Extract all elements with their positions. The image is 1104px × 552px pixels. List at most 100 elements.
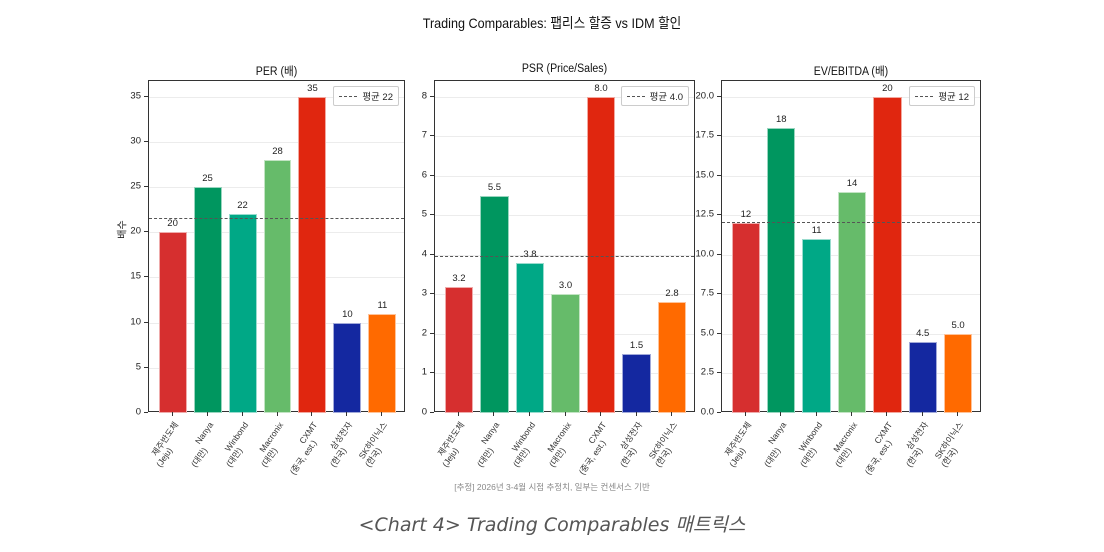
ytick-label: 17.5 xyxy=(695,129,715,141)
ytick-label: 4 xyxy=(421,248,427,260)
xtick-mark xyxy=(276,412,278,416)
xtick-mark xyxy=(493,412,495,416)
bar-5[interactable] xyxy=(586,96,616,413)
legend: 평균 4.0 xyxy=(620,86,689,106)
bar-7[interactable] xyxy=(368,313,397,413)
bar-value-label: 11 xyxy=(377,299,388,311)
xtick-mark xyxy=(600,412,601,416)
gridline xyxy=(149,141,404,143)
ytick-mark xyxy=(430,372,434,374)
bar-1[interactable] xyxy=(158,232,187,413)
bar-4[interactable] xyxy=(837,191,867,413)
legend-label: 평균 12 xyxy=(938,92,969,103)
xtick-mark xyxy=(241,412,243,416)
ytick-mark xyxy=(717,332,721,334)
xtick-mark xyxy=(851,412,852,416)
bar-value-label: 3.8 xyxy=(523,248,537,260)
ytick-label: 7.5 xyxy=(700,287,714,299)
ytick-mark xyxy=(144,412,148,413)
gridline xyxy=(435,96,694,98)
bar-5[interactable] xyxy=(298,96,327,413)
ytick-mark xyxy=(717,253,721,255)
ytick-mark xyxy=(430,293,434,295)
xtick-mark xyxy=(381,412,383,416)
ytick-mark xyxy=(144,321,148,323)
bar-3[interactable] xyxy=(802,239,831,413)
bar-6[interactable] xyxy=(908,341,937,413)
bar-2[interactable] xyxy=(193,187,222,413)
bar-value-label: 5.5 xyxy=(487,181,502,193)
ytick-label: 5 xyxy=(421,208,427,220)
dashed-line-icon xyxy=(339,95,358,97)
bar-4[interactable] xyxy=(263,160,292,413)
y-axis-label: 배수 xyxy=(117,220,129,239)
ytick-label: 20 xyxy=(130,225,141,237)
ytick-label: 6 xyxy=(421,169,427,181)
ytick-mark xyxy=(717,214,721,216)
gridline xyxy=(435,175,694,177)
ytick-label: 1 xyxy=(421,366,427,378)
dashed-line-icon xyxy=(915,95,934,97)
gridline xyxy=(435,254,694,256)
ytick-mark xyxy=(144,276,148,278)
ytick-mark xyxy=(430,332,434,334)
ytick-label: 15 xyxy=(130,270,141,282)
bar-value-label: 20 xyxy=(167,218,178,230)
bar-value-label: 10 xyxy=(342,308,353,320)
bar-2[interactable] xyxy=(480,195,509,413)
bar-7[interactable] xyxy=(943,333,973,413)
xtick-mark xyxy=(815,412,817,416)
bar-value-label: 18 xyxy=(775,114,787,126)
ytick-mark xyxy=(717,95,721,97)
ytick-mark xyxy=(144,366,148,368)
bar-value-label: 28 xyxy=(272,146,283,158)
legend-label: 평균 4.0 xyxy=(649,92,683,103)
ytick-mark xyxy=(430,214,434,216)
bar-1[interactable] xyxy=(731,223,761,413)
ytick-label: 10.0 xyxy=(695,248,715,260)
ytick-label: 35 xyxy=(130,90,141,102)
gridline xyxy=(722,175,980,177)
ytick-mark xyxy=(144,140,148,142)
gridline xyxy=(722,96,980,98)
ytick-mark xyxy=(430,95,434,97)
bar-1[interactable] xyxy=(444,286,474,413)
panel-title-ev-ebitda: EV/EBITDA (배) xyxy=(813,66,889,78)
bar-7[interactable] xyxy=(657,302,687,413)
bar-value-label: 1.5 xyxy=(629,339,644,351)
ytick-mark xyxy=(717,372,721,374)
bar-6[interactable] xyxy=(622,353,651,413)
bar-value-label: 12 xyxy=(740,209,752,221)
ytick-label: 0 xyxy=(421,406,427,418)
xtick-mark xyxy=(171,412,173,416)
ytick-label: 2 xyxy=(421,327,427,339)
ytick-label: 0.0 xyxy=(700,406,714,418)
legend: 평균 22 xyxy=(333,86,399,106)
average-line xyxy=(722,222,980,224)
xtick-mark xyxy=(780,412,782,416)
bar-value-label: 14 xyxy=(846,177,858,189)
ytick-label: 0 xyxy=(135,406,141,418)
bar-3[interactable] xyxy=(228,214,257,413)
xtick-mark xyxy=(635,412,637,416)
bar-5[interactable] xyxy=(873,96,902,413)
ytick-label: 10 xyxy=(130,316,141,328)
xtick-mark xyxy=(744,412,746,416)
xtick-mark xyxy=(528,412,530,416)
ytick-mark xyxy=(144,186,148,188)
figure-caption: <Chart 4> Trading Comparables 매트릭스 xyxy=(358,514,746,536)
bar-6[interactable] xyxy=(333,322,362,413)
ytick-mark xyxy=(144,231,148,233)
xtick-mark xyxy=(957,412,959,416)
ytick-mark xyxy=(717,293,721,295)
gridline xyxy=(722,136,980,138)
gridline xyxy=(435,215,694,217)
bar-value-label: 3.0 xyxy=(558,280,573,292)
bar-value-label: 11 xyxy=(811,225,822,237)
ytick-label: 5.0 xyxy=(700,327,714,339)
xtick-mark xyxy=(457,412,459,416)
ytick-mark xyxy=(430,412,434,413)
bar-2[interactable] xyxy=(767,128,796,413)
bar-4[interactable] xyxy=(551,294,580,413)
bar-3[interactable] xyxy=(515,262,545,413)
